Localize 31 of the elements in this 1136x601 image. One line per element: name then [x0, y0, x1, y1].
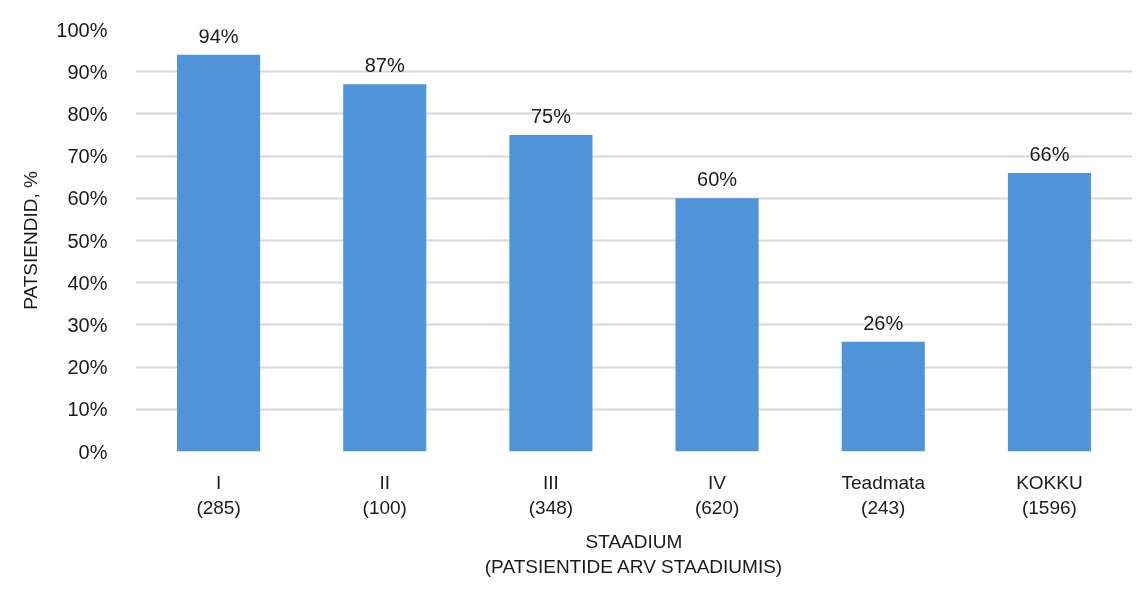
bar	[177, 54, 261, 452]
x-axis-title: STAADIUM (PATSIENTIDE ARV STAADIUMIS)	[484, 530, 783, 577]
bar	[509, 135, 593, 452]
bar	[675, 198, 759, 452]
data-label: 87%	[364, 54, 405, 77]
y-tick-label: 60%	[67, 187, 108, 210]
y-tick-label: 90%	[67, 60, 108, 83]
y-tick-label: 100%	[56, 18, 108, 41]
y-tick-label: 30%	[67, 313, 108, 336]
data-label: 75%	[530, 105, 572, 127]
x-tick-label: II (100)	[362, 471, 407, 518]
y-tick-label: 40%	[67, 271, 108, 294]
data-label: 66%	[1029, 142, 1070, 165]
data-label: 26%	[863, 311, 904, 334]
y-tick-label: 0%	[78, 440, 108, 463]
y-axis-title: PATSIENDID, %	[20, 171, 42, 310]
data-label: 60%	[697, 168, 738, 191]
bar	[1007, 172, 1091, 452]
y-tick-label: 20%	[67, 356, 108, 379]
x-tick-label: III (348)	[528, 471, 574, 518]
y-tick-label: 80%	[67, 102, 108, 125]
x-tick-label: KOKKU (1596)	[1016, 471, 1083, 518]
y-tick-label: 50%	[67, 229, 108, 252]
y-tick-label: 10%	[67, 398, 108, 421]
y-tick-label: 70%	[67, 145, 108, 168]
bar	[841, 341, 925, 452]
x-tick-label: Teadmata (243)	[841, 471, 926, 518]
x-tick-label: IV (620)	[694, 471, 740, 518]
data-label: 94%	[198, 24, 239, 47]
x-tick-label: I (285)	[196, 471, 241, 518]
bar	[343, 84, 427, 452]
